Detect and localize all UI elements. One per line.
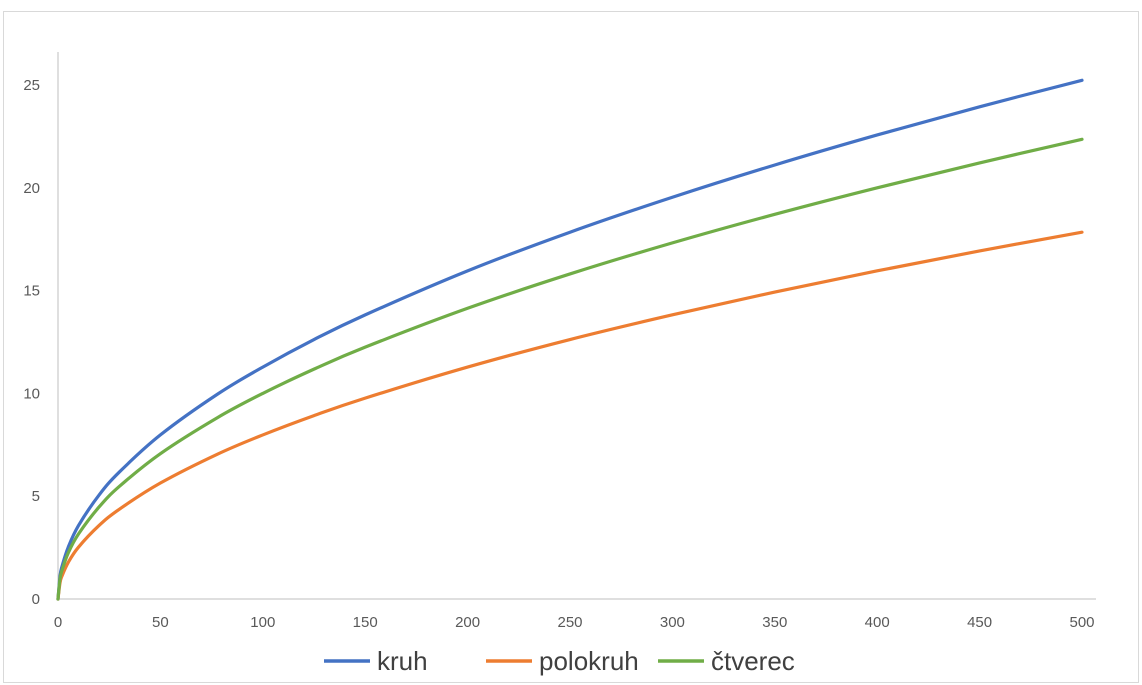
y-tick-label: 20	[23, 180, 40, 197]
x-tick-label: 300	[660, 614, 685, 631]
legend-item: polokruh	[486, 646, 639, 676]
x-tick-label: 50	[152, 614, 169, 631]
legend-item: čtverec	[658, 646, 795, 676]
legend-label: polokruh	[539, 646, 639, 676]
x-tick-label: 350	[762, 614, 787, 631]
x-tick-label: 150	[353, 614, 378, 631]
x-tick-label: 500	[1069, 614, 1094, 631]
series-line-polokruh	[56, 230, 1084, 601]
legend-label: kruh	[377, 646, 428, 676]
series-line-kruh	[56, 78, 1084, 601]
legend: kruh polokruh čtverec	[324, 646, 795, 676]
y-tick-label: 25	[23, 77, 40, 94]
x-tick-label: 0	[54, 614, 62, 631]
x-tick-label: 100	[250, 614, 275, 631]
y-tick-label: 0	[32, 591, 40, 608]
x-tick-label: 250	[557, 614, 582, 631]
x-tick-label: 400	[865, 614, 890, 631]
chart-frame	[3, 11, 1139, 683]
legend-label: čtverec	[711, 646, 795, 676]
y-tick-label: 10	[23, 385, 40, 402]
x-tick-label: 450	[967, 614, 992, 631]
x-tick-label: 200	[455, 614, 480, 631]
y-tick-label: 5	[32, 488, 40, 505]
y-tick-label: 15	[23, 283, 40, 300]
series-line-čtverec	[56, 137, 1084, 601]
legend-item: kruh	[324, 646, 428, 676]
series-layer	[56, 78, 1084, 601]
